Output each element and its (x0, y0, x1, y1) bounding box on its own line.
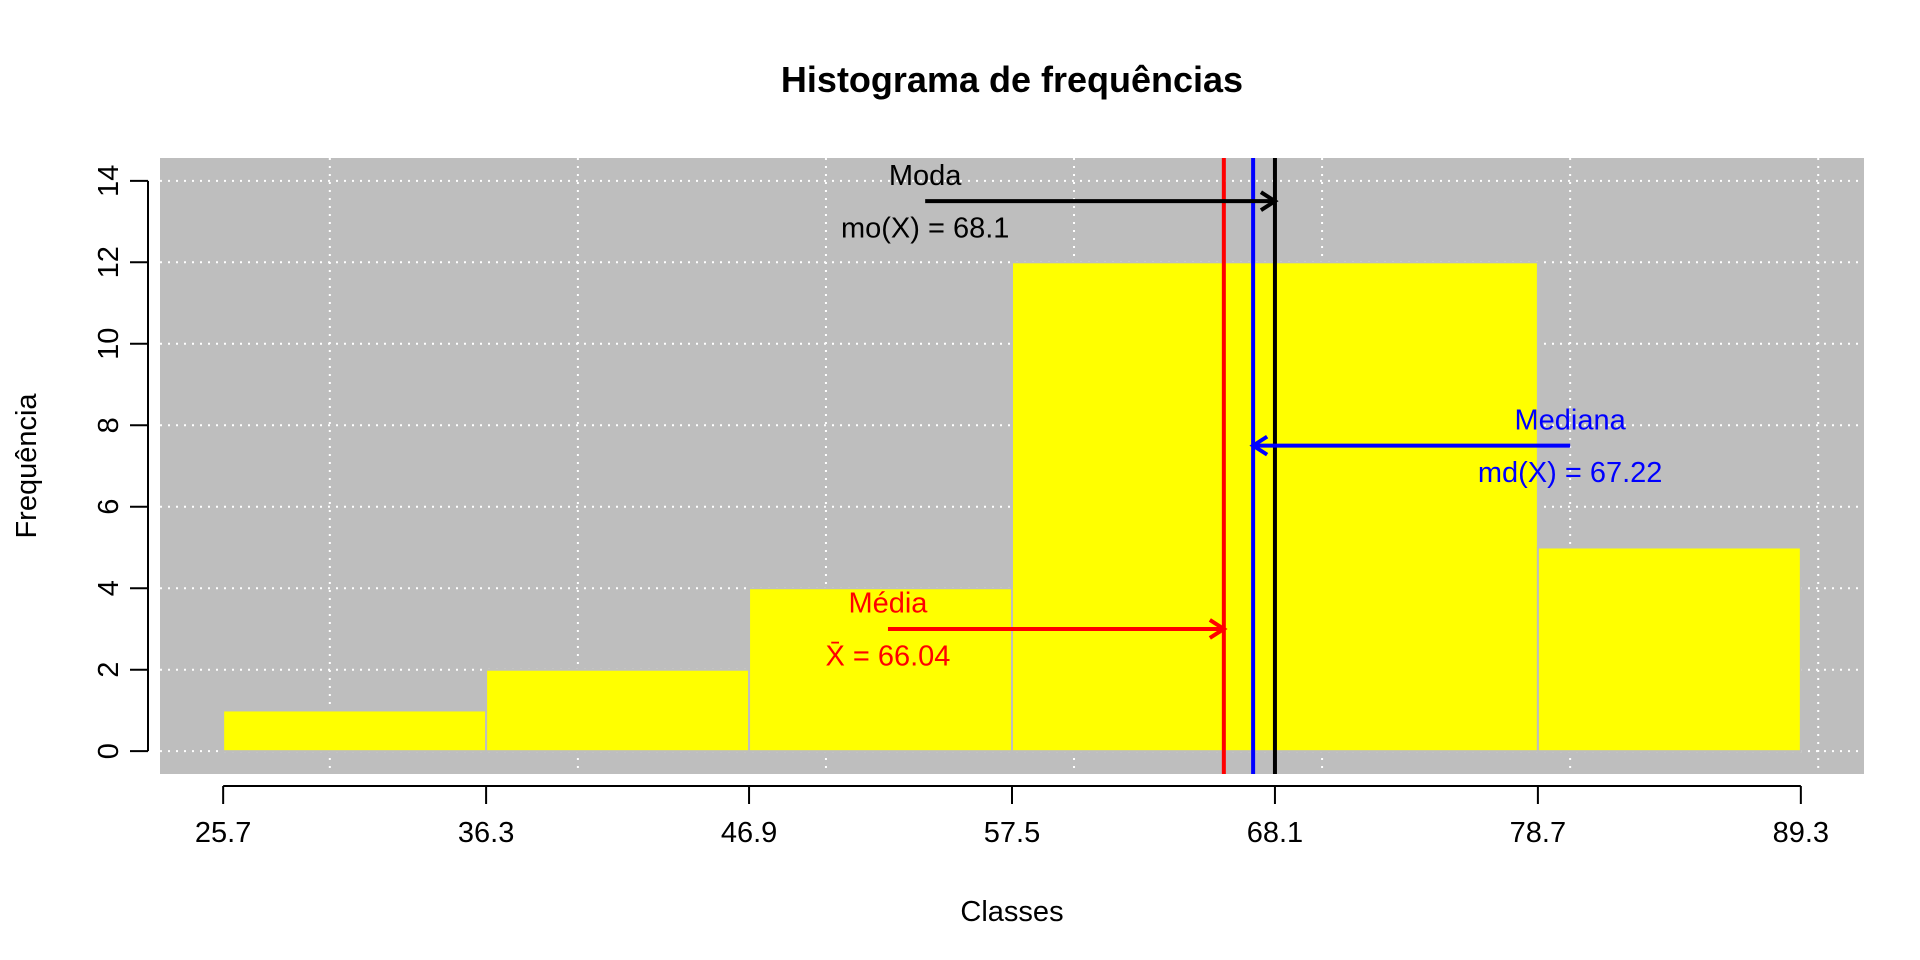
y-tick-label: 14 (93, 165, 125, 197)
y-tick-label: 2 (93, 662, 125, 678)
histogram-bar (1011, 261, 1276, 753)
chart-title: Histograma de frequências (781, 59, 1243, 100)
y-tick-label: 4 (93, 580, 125, 596)
mean-arrow-head (1208, 618, 1228, 640)
x-tick-label: 46.9 (721, 817, 777, 849)
histogram-bar (1536, 546, 1802, 753)
median-label: Mediana (1515, 404, 1627, 436)
x-tick-label: 36.3 (458, 817, 514, 849)
x-tick-label: 25.7 (195, 817, 251, 849)
x-tick-label: 89.3 (1773, 817, 1829, 849)
y-tick-label: 12 (93, 246, 125, 278)
axes: 0 2 4 6 8 10 12 14 25.7 36.3 46.9 57.5 68.1 78.7 89.3 (93, 165, 1829, 849)
mean-formula: X̄ = 66.04 (825, 640, 950, 672)
bars (222, 261, 1802, 753)
annotations: Moda mo(X) = 68.1 Mediana md(X) = 67.22 Médi… (825, 158, 1662, 774)
median-formula: md(X) = 67.22 (1478, 457, 1663, 489)
x-tick-label: 68.1 (1247, 817, 1303, 849)
mode-label: Moda (889, 160, 962, 192)
histogram-bar (1273, 261, 1539, 753)
histogram-bar (222, 709, 488, 753)
x-axis-title: Classes (960, 896, 1063, 928)
median-arrow-head (1249, 434, 1269, 457)
mean-label: Média (848, 588, 928, 620)
y-tick-label: 10 (93, 328, 125, 360)
x-tick-label: 78.7 (1510, 817, 1566, 849)
x-tick-label: 57.5 (984, 817, 1040, 849)
y-tick-label: 0 (93, 743, 125, 759)
histogram-bar (485, 668, 751, 753)
mode-formula: mo(X) = 68.1 (841, 213, 1009, 245)
y-tick-label: 8 (93, 417, 125, 433)
mode-arrow-head (1259, 190, 1279, 212)
y-tick-label: 6 (93, 499, 125, 515)
y-axis-title: Frequência (11, 393, 43, 539)
